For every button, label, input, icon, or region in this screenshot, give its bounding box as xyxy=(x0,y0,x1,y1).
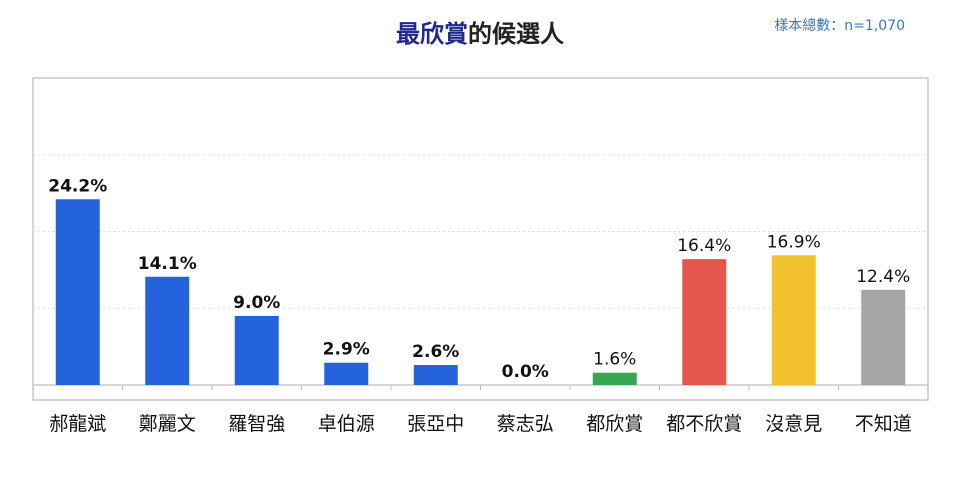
category-label: 蔡志弘 xyxy=(497,413,554,435)
data-label: 16.9% xyxy=(767,232,821,252)
category-label: 卓伯源 xyxy=(318,413,375,435)
bar xyxy=(55,199,100,385)
category-label: 不知道 xyxy=(855,413,912,435)
bar xyxy=(592,372,637,385)
plot-frame xyxy=(32,77,929,401)
data-label: 0.0% xyxy=(502,362,549,382)
category-label: 張亞中 xyxy=(407,413,464,435)
category-label: 都不欣賞 xyxy=(666,413,742,435)
data-label: 16.4% xyxy=(677,236,731,256)
bar xyxy=(771,255,816,385)
category-label: 沒意見 xyxy=(765,413,822,435)
chart-title-highlight: 最欣賞 xyxy=(396,20,468,48)
data-label: 14.1% xyxy=(138,254,197,274)
data-label: 1.6% xyxy=(593,350,636,370)
data-label: 12.4% xyxy=(856,267,910,287)
bar xyxy=(234,315,279,385)
bar xyxy=(861,289,906,385)
bar xyxy=(682,259,727,385)
data-label: 2.6% xyxy=(412,342,459,362)
bar xyxy=(145,276,190,385)
category-label: 郝龍斌 xyxy=(49,413,106,435)
data-label: 2.9% xyxy=(323,340,370,360)
bar xyxy=(324,362,369,385)
sample-size-note: 樣本總數：n=1,070 xyxy=(774,18,905,34)
data-label: 24.2% xyxy=(48,176,107,196)
chart-title-rest: 的候選人 xyxy=(468,20,564,48)
category-label: 鄭麗文 xyxy=(139,413,196,435)
category-label: 羅智強 xyxy=(228,413,285,435)
bar xyxy=(413,365,458,385)
category-label: 都欣賞 xyxy=(586,413,643,435)
data-label: 9.0% xyxy=(233,293,280,313)
chart-title: 最欣賞的候選人 xyxy=(0,14,960,49)
